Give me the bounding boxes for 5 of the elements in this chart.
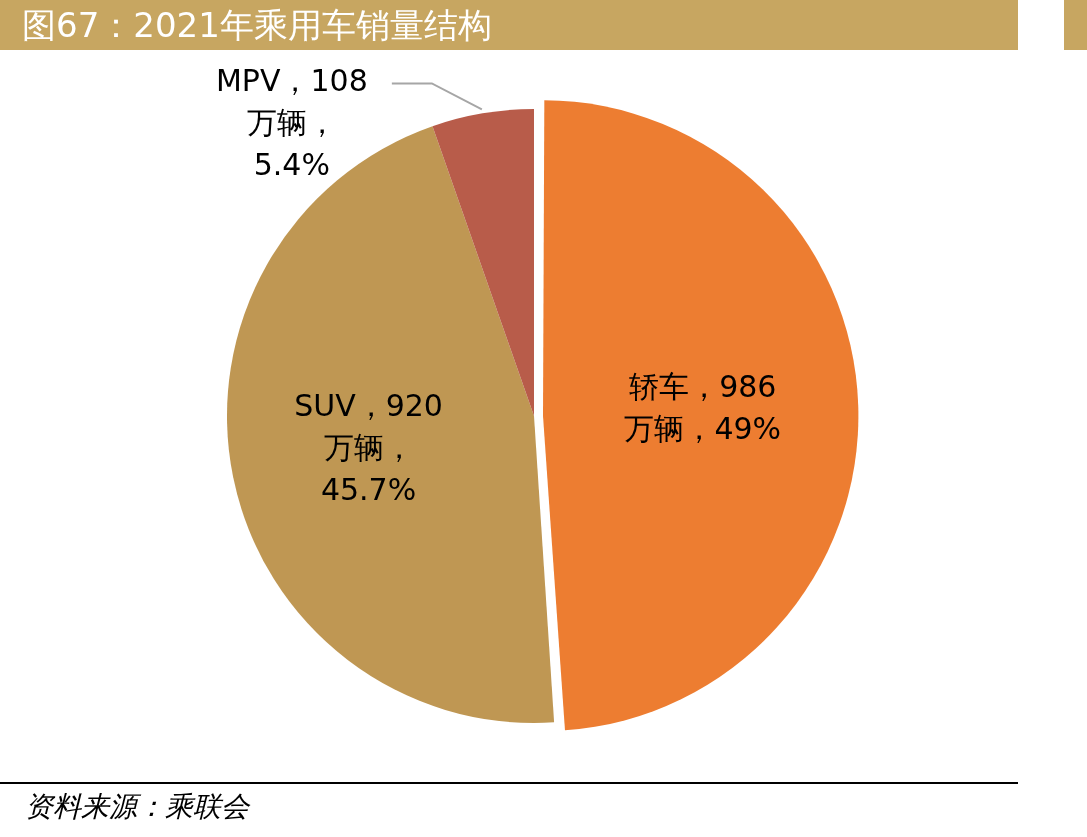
chart-title: 图67：2021年乘用车销量结构 — [0, 0, 1018, 50]
slice-label: SUV，920 万辆， 45.7% — [294, 387, 443, 507]
text: 资料来源：乘联会 — [25, 790, 249, 823]
slice-label: 轿车，986 万辆，49% — [624, 369, 782, 447]
slice-label: MPV，108 万辆， 5.4% — [215, 63, 368, 183]
